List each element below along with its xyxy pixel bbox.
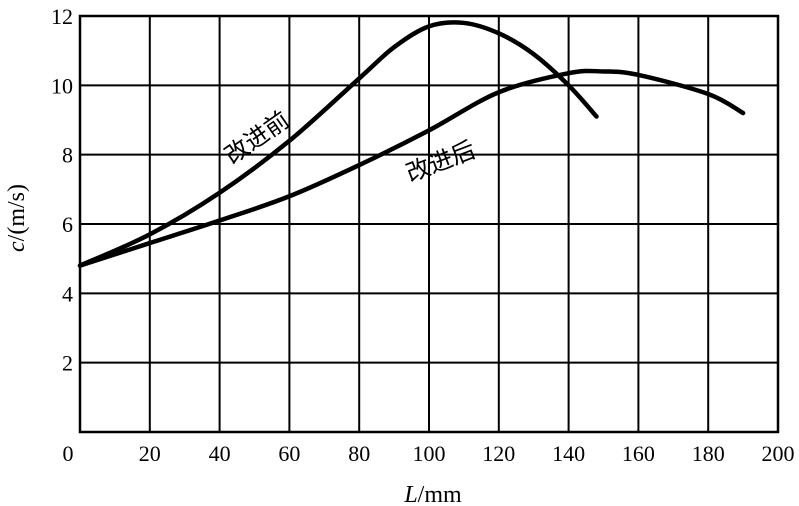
x-tick-label: 60	[278, 441, 300, 466]
series-group	[77, 20, 746, 268]
series-label-after: 改进后	[402, 136, 479, 188]
x-tick-label: 200	[762, 441, 795, 466]
y-tick-label: 4	[62, 281, 73, 306]
x-tick-label: 0	[63, 441, 74, 466]
plot-frame	[78, 14, 780, 434]
x-tick-label: 40	[209, 441, 231, 466]
x-axis-var: L	[403, 482, 417, 506]
y-tick-label: 12	[51, 4, 73, 29]
x-tick-label: 180	[692, 441, 725, 466]
x-tick-label: 20	[139, 441, 161, 466]
grid	[79, 15, 779, 433]
y-axis-var: c	[4, 241, 30, 252]
series-label-before: 改进前	[219, 106, 294, 170]
x-tick-label: 160	[622, 441, 655, 466]
x-tick-label: 140	[552, 441, 585, 466]
series-line-before	[77, 20, 599, 268]
x-axis-label: L/mm	[403, 482, 462, 506]
series-line-after	[77, 68, 746, 268]
y-tick-label: 8	[62, 143, 73, 168]
x-tick-label: 80	[348, 441, 370, 466]
y-tick-label: 6	[62, 212, 73, 237]
x-tick-label: 100	[413, 441, 446, 466]
y-tick-label: 2	[62, 351, 73, 376]
y-axis-unit: /(m/s)	[4, 184, 30, 241]
tick-labels: 0 20 40 60 80 100 120 140 160 180 200 2 4 6 8 10 12	[51, 4, 795, 466]
x-axis-unit: /mm	[418, 482, 462, 506]
x-tick-label: 120	[482, 441, 515, 466]
y-axis-label: c/(m/s)	[4, 184, 30, 252]
y-tick-label: 10	[51, 73, 73, 98]
labels: 改进前 改进后 L/mm c/(m/s)	[4, 106, 479, 506]
